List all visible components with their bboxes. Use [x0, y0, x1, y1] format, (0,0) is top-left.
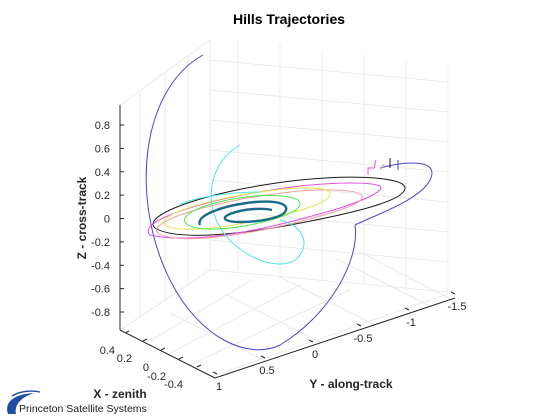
z-tick-label: -0.8: [91, 307, 110, 319]
z-tick-label: -0.6: [91, 284, 110, 296]
series-trajectory-4: [155, 189, 363, 240]
x-tick-mark: [124, 330, 130, 334]
x-tick-label: 0: [143, 362, 149, 374]
chart-title: Hills Trajectories: [233, 11, 345, 27]
z-tick-label: 0.8: [95, 120, 110, 132]
company-name: Princeton Satellite Systems: [19, 403, 147, 415]
series-trajectory-3: [147, 182, 382, 239]
y-tick-label: -1.5: [448, 301, 467, 313]
axis-box: [119, 105, 456, 379]
series-trajectory-8: [198, 200, 288, 226]
x-axis-ticks: 0.40.2 0-0.2-0.4: [100, 330, 202, 391]
x-tick-mark: [160, 347, 166, 351]
z-tick-label: -0.4: [91, 260, 110, 272]
y-tick-mark: [450, 291, 456, 295]
x-tick-label: -0.2: [147, 371, 166, 383]
z-axis-label: Z - cross-track: [75, 176, 89, 259]
z-tick-label: 0.4: [95, 167, 110, 179]
z-tick-label: -0.2: [91, 237, 110, 249]
y-tick-label: 0.5: [259, 365, 274, 377]
trajectories: [145, 54, 433, 351]
y-tick-label: -0.5: [354, 333, 373, 345]
y-tick-mark: [356, 323, 362, 327]
series-trajectory-5: [163, 187, 331, 230]
series-trajectory-1: [145, 54, 433, 351]
series-trajectory-7: [184, 195, 301, 230]
trajectory-start-markers: [367, 158, 399, 175]
y-tick-mark: [260, 355, 266, 359]
brand-logo: Princeton Satellite Systems: [7, 390, 147, 415]
y-tick-mark: [308, 339, 314, 343]
x-tick-label: 0.4: [100, 345, 115, 357]
grid-lines: [119, 39, 453, 379]
series-trajectory-6: [179, 144, 305, 265]
x-tick-mark: [178, 356, 184, 360]
y-tick-label: 0: [312, 349, 318, 361]
x-tick-mark: [196, 364, 202, 368]
z-tick-label: 0.2: [95, 190, 110, 202]
y-tick-mark: [212, 371, 218, 375]
y-tick-mark: [404, 307, 410, 311]
y-axis-ticks: 1 0.5 0 -0.5 -1 -1.5: [212, 291, 467, 393]
psslogo-arc-icon: [11, 390, 41, 397]
z-tick-label: 0: [104, 214, 110, 226]
x-tick-label: -0.4: [164, 379, 183, 391]
psslogo-swoosh-icon: [7, 393, 34, 414]
y-tick-label: 1: [216, 381, 222, 393]
x-tick-mark: [142, 338, 148, 342]
z-tick-label: 0.6: [95, 143, 110, 155]
y-axis-label: Y - along-track: [309, 377, 392, 391]
x-tick-label: 0.2: [117, 353, 132, 365]
z-axis-ticks: 0.8 0.6 0.4 0.2 0 -0.2 -0.4 -0.6 -0.8: [91, 120, 124, 319]
y-tick-label: -1: [406, 317, 416, 329]
x-axis-label: X - zenith: [93, 387, 146, 401]
